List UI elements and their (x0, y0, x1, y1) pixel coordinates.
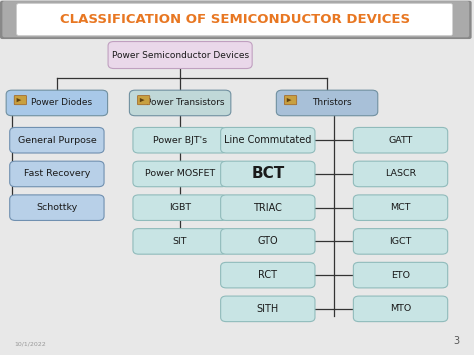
FancyBboxPatch shape (220, 229, 315, 254)
FancyBboxPatch shape (6, 90, 108, 116)
Text: LASCR: LASCR (385, 169, 416, 179)
Text: GTO: GTO (257, 236, 278, 246)
Text: Line Commutated: Line Commutated (224, 135, 311, 145)
Text: Power Transistors: Power Transistors (146, 98, 224, 108)
FancyBboxPatch shape (133, 127, 227, 153)
FancyBboxPatch shape (108, 42, 252, 69)
FancyBboxPatch shape (220, 161, 315, 187)
FancyBboxPatch shape (2, 1, 469, 37)
FancyBboxPatch shape (220, 195, 315, 220)
FancyBboxPatch shape (353, 127, 447, 153)
Text: IGCT: IGCT (389, 237, 412, 246)
Text: GATT: GATT (388, 136, 413, 145)
Polygon shape (287, 98, 292, 102)
Text: Power Diodes: Power Diodes (31, 98, 92, 108)
FancyBboxPatch shape (133, 161, 227, 187)
Text: General Purpose: General Purpose (18, 136, 96, 145)
FancyBboxPatch shape (133, 195, 227, 220)
Text: SIT: SIT (173, 237, 187, 246)
FancyBboxPatch shape (220, 262, 315, 288)
FancyBboxPatch shape (137, 95, 150, 105)
FancyBboxPatch shape (9, 127, 104, 153)
FancyBboxPatch shape (129, 90, 231, 116)
FancyBboxPatch shape (284, 95, 297, 105)
Text: MCT: MCT (390, 203, 411, 212)
FancyBboxPatch shape (276, 90, 378, 116)
FancyBboxPatch shape (9, 161, 104, 187)
Polygon shape (17, 98, 21, 102)
Text: MTO: MTO (390, 304, 411, 313)
Text: 3: 3 (454, 336, 460, 346)
FancyBboxPatch shape (9, 195, 104, 220)
FancyBboxPatch shape (14, 95, 27, 105)
FancyBboxPatch shape (353, 195, 447, 220)
FancyBboxPatch shape (353, 296, 447, 322)
FancyBboxPatch shape (220, 296, 315, 322)
Text: Power MOSFET: Power MOSFET (145, 169, 215, 179)
Text: TRIAC: TRIAC (254, 203, 282, 213)
Text: SITH: SITH (257, 304, 279, 314)
FancyBboxPatch shape (353, 161, 447, 187)
Text: Power Semiconductor Devices: Power Semiconductor Devices (111, 50, 249, 60)
Text: IGBT: IGBT (169, 203, 191, 212)
FancyBboxPatch shape (220, 127, 315, 153)
FancyBboxPatch shape (0, 1, 472, 39)
Text: 10/1/2022: 10/1/2022 (14, 341, 46, 346)
FancyBboxPatch shape (353, 262, 447, 288)
Text: ETO: ETO (391, 271, 410, 280)
FancyBboxPatch shape (133, 229, 227, 254)
Text: BCT: BCT (251, 166, 284, 181)
FancyBboxPatch shape (353, 229, 447, 254)
Text: Fast Recovery: Fast Recovery (24, 169, 90, 179)
Text: RCT: RCT (258, 270, 277, 280)
Polygon shape (140, 98, 145, 102)
Text: Power BJT's: Power BJT's (153, 136, 207, 145)
FancyBboxPatch shape (17, 4, 453, 36)
Text: CLASSIFICATION OF SEMICONDUCTOR DEVICES: CLASSIFICATION OF SEMICONDUCTOR DEVICES (60, 13, 410, 26)
Text: Thristors: Thristors (312, 98, 352, 108)
Text: Schottky: Schottky (36, 203, 78, 212)
